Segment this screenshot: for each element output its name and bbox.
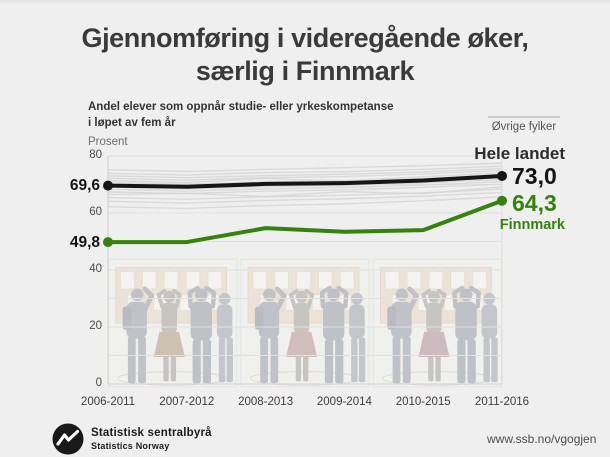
series-endpoint-dot — [497, 170, 507, 181]
other-county-line — [107, 180, 503, 192]
other-county-line — [107, 172, 503, 184]
series-endpoint-dot — [103, 180, 113, 191]
page-title-line2: særlig i Finnmark — [195, 55, 415, 86]
org-name-norwegian: Statistisk sentralbyrå — [91, 427, 212, 439]
y-axis-tick-label: 40 — [89, 263, 102, 275]
series-start-value-hele-landet: 69,6 — [69, 177, 100, 194]
page-title-line1: Gjennomføring i videregående øker, — [81, 23, 529, 53]
series-name-hele-landet: Hele landet — [474, 144, 565, 163]
chart-subtitle-line1: Andel elever som oppnår studie- eller yr… — [88, 101, 394, 113]
students-noticeboard-photo — [373, 259, 501, 386]
series-end-value-hele-landet: 73,0 — [512, 163, 557, 189]
other-county-line — [107, 165, 503, 176]
y-axis-tick-label: 60 — [89, 206, 102, 218]
x-axis-tick-label: 2010-2015 — [395, 396, 451, 408]
y-axis-unit-label: Prosent — [88, 136, 128, 148]
ssb-logo-icon — [52, 423, 84, 455]
top-edge-shade — [0, 0, 610, 6]
students-noticeboard-photo — [241, 259, 369, 386]
x-axis-tick-label: 2007-2012 — [159, 396, 215, 408]
series-endpoint-dot — [103, 237, 113, 248]
org-name-english: Statistics Norway — [91, 441, 170, 451]
y-axis-tick-label: 20 — [89, 320, 102, 332]
chart-subtitle: Andel elever som oppnår studie- eller yr… — [88, 100, 418, 131]
page-title: Gjennomføring i videregående øker, særli… — [0, 22, 610, 88]
series-line-finnmark — [106, 198, 504, 245]
x-axis-tick-label: 2011-2016 — [474, 396, 530, 408]
series-line-hele-landet — [106, 173, 504, 189]
series-start-value-finnmark: 49,8 — [69, 234, 100, 251]
other-county-line — [107, 191, 503, 204]
other-county-line — [107, 188, 503, 201]
y-axis-tick-label: 0 — [95, 377, 102, 389]
chart-subtitle-line2: i løpet av fem år — [88, 116, 176, 129]
students-noticeboard-photo — [108, 259, 236, 386]
x-axis-tick-label: 2009-2014 — [316, 396, 372, 408]
legend-other-counties-swatch — [488, 116, 560, 118]
y-axis-tick-label: 80 — [89, 149, 102, 161]
other-county-line — [107, 167, 503, 179]
series-name-finnmark: Finnmark — [499, 217, 565, 233]
x-axis-tick-label: 2008-2013 — [238, 396, 294, 408]
series-end-value-finnmark: 64,3 — [512, 190, 557, 216]
other-county-line — [107, 162, 503, 173]
other-county-line — [107, 169, 503, 181]
other-county-line — [107, 196, 503, 210]
series-endpoint-dot — [497, 195, 507, 206]
footer-url: www.ssb.no/vgogjen — [487, 432, 597, 446]
x-axis-tick-label: 2006-2011 — [80, 396, 136, 408]
legend-other-counties-label: Øvrige fylker — [491, 121, 557, 133]
